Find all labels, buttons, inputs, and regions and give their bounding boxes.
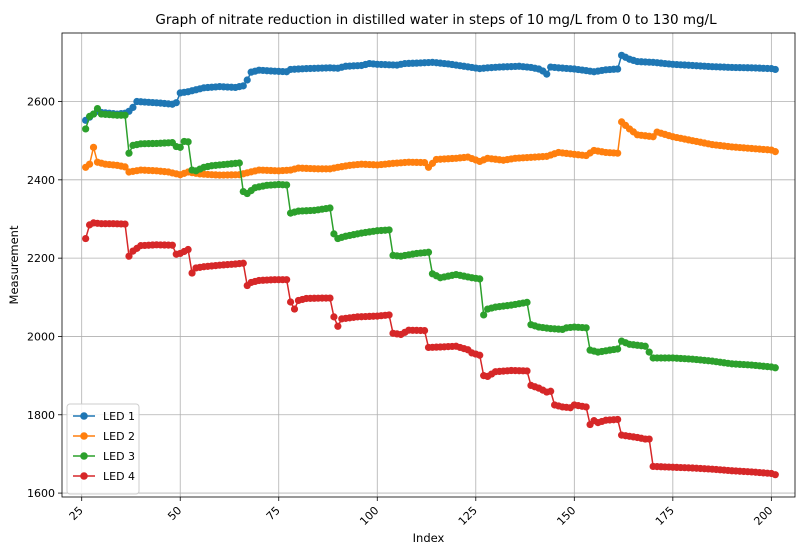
plot-frame [61,32,796,498]
data-point [326,294,334,302]
grid [62,33,795,497]
y-tick-label: 1600 [27,487,55,500]
data-point [283,181,291,189]
data-point [176,143,184,151]
data-point [184,138,192,146]
series-2 [82,118,779,179]
legend-label: LED 1 [103,410,135,423]
series-layer [82,51,779,479]
data-point [290,305,299,313]
data-point [385,226,393,234]
data-point [582,324,590,332]
data-point [93,104,102,113]
chart-title: Graph of nitrate reduction in distilled … [155,12,717,28]
data-point [771,148,779,156]
data-point [645,348,653,356]
data-point [614,149,622,157]
data-point [771,364,779,372]
data-point [547,387,555,395]
data-point [385,311,393,319]
data-point [614,345,622,353]
data-point [649,133,657,141]
legend-marker [80,452,88,460]
data-point [125,149,133,157]
data-point [121,220,129,228]
data-point [89,110,98,118]
data-point [614,65,622,73]
data-point [645,435,653,443]
y-tick-label: 2600 [27,96,55,109]
data-point [614,415,622,424]
data-point [543,70,551,78]
legend-item: LED 3 [73,450,135,463]
data-point [239,259,247,267]
data-point [480,311,488,319]
y-tick-label: 1800 [27,409,55,422]
legend-item: LED 4 [73,470,135,483]
data-point [330,313,338,321]
data-point [184,245,192,254]
data-point [129,103,137,111]
legend-marker [80,432,88,440]
legend-item: LED 2 [73,430,135,443]
legend-label: LED 2 [103,430,135,443]
data-point [239,82,247,90]
data-point [89,143,98,151]
legend-marker [80,412,88,420]
y-tick-label: 2200 [27,252,55,265]
data-point [82,125,90,133]
series-1 [82,51,779,124]
data-point [121,163,129,171]
data-point [523,367,531,375]
data-point [420,326,429,335]
data-point [771,471,779,479]
data-point [125,252,133,260]
data-point [326,204,334,212]
y-axis-label: Measurement [7,225,21,304]
data-point [476,275,484,283]
legend-item: LED 1 [73,410,135,423]
data-point [286,298,295,306]
legend-label: LED 4 [103,470,135,483]
data-point [283,276,291,284]
data-point [420,159,429,167]
data-point [121,111,129,119]
data-point [82,234,90,243]
data-point [85,160,94,168]
data-point [523,298,531,306]
data-point [330,230,338,238]
data-point [188,269,196,277]
data-point [641,342,649,350]
legend-label: LED 3 [103,450,135,463]
y-tick-label: 2000 [27,330,55,343]
data-point [424,248,433,256]
x-axis-label: Index [413,531,445,545]
legend-marker [80,472,88,480]
data-point [476,351,484,359]
data-point [243,76,251,84]
data-point [235,159,243,167]
legend: LED 1 LED 2 LED 3 LED 4 [66,403,140,495]
series-3 [82,104,779,372]
data-point [771,65,779,74]
series-4 [82,219,779,479]
data-point [582,403,590,411]
legend-box [66,403,140,495]
data-point [334,322,342,330]
data-point [172,99,180,107]
y-tick-label: 2400 [27,174,55,187]
data-point [168,241,176,249]
